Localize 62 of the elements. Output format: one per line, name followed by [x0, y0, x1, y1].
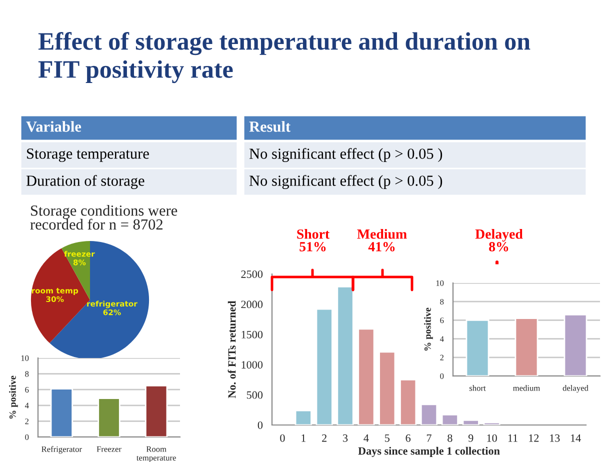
y-axis-title: No. of FITs returned	[228, 300, 236, 398]
text: Delayed 8%	[475, 229, 523, 252]
y-tick-label: 6	[440, 318, 444, 324]
x-tick-label: 12	[529, 434, 539, 442]
y-tick-label: 4	[440, 336, 444, 342]
text: No significant effect (p > 0.05 )	[249, 174, 442, 190]
x-tick-label: 6	[406, 434, 411, 442]
y-tick-label: 1000	[242, 361, 263, 369]
y-tick-label: 10	[436, 280, 444, 286]
y-tick-label: 2	[25, 418, 29, 424]
y-tick-label: 0	[258, 421, 263, 429]
x-tick-label: 14	[570, 434, 581, 442]
x-tick-label: 7	[426, 434, 432, 442]
y-tick-label: 4	[24, 402, 29, 408]
bar	[441, 414, 458, 425]
x-tick-label: short	[470, 385, 486, 391]
x-tick-label: 4	[364, 434, 369, 442]
x-tick-label: 9	[468, 434, 474, 442]
chart-title: Storage conditions were recorded for n = 8702	[30, 205, 178, 230]
x-tick-label: 13	[550, 434, 560, 442]
y-tick-label: 2500	[241, 270, 263, 278]
x-tick-label: Freezer	[96, 446, 122, 452]
text: Storage temperature	[27, 148, 149, 162]
x-tick-label: Room temperature	[136, 446, 176, 462]
y-axis-title: % positive	[424, 308, 433, 351]
bar	[336, 286, 354, 425]
y-tick-label: 8	[440, 298, 444, 305]
y-tick-label: 0	[440, 373, 444, 379]
x-tick-label: 8	[448, 434, 452, 442]
bar	[420, 404, 438, 425]
text: Effect of storage temperature and duration on FIT positivity rate	[38, 32, 530, 84]
text: Duration of storage	[26, 174, 144, 190]
x-tick-label: delayed	[562, 385, 588, 393]
bar	[316, 308, 333, 425]
bar	[294, 410, 312, 425]
x-tick-label: 10	[487, 434, 497, 442]
y-tick-label: 500	[246, 391, 263, 399]
y-axis-title: % positive	[9, 376, 18, 419]
x-tick-label: 5	[385, 434, 390, 442]
x-tick-label: 2	[322, 434, 326, 442]
bar	[462, 419, 480, 425]
text: Result	[249, 121, 291, 132]
y-tick-label: 8	[25, 371, 29, 377]
text: Variable	[26, 121, 82, 132]
bar	[358, 328, 375, 425]
bar	[483, 422, 500, 425]
x-tick-label: 11	[508, 434, 518, 442]
x-axis-title: Days since sample 1 collection	[358, 446, 500, 457]
bar	[378, 351, 396, 425]
text: Medium 41%	[357, 229, 407, 252]
y-tick-label: 10	[21, 355, 29, 361]
x-tick-label: Refrigerator	[42, 446, 82, 454]
text: No significant effect (p > 0.05 )	[249, 148, 442, 162]
y-tick-label: 2	[440, 354, 444, 360]
text: Short 51%	[297, 229, 330, 252]
x-tick-label: 3	[343, 434, 348, 442]
y-tick-label: 2000	[241, 300, 263, 308]
x-tick-label: 0	[280, 434, 285, 442]
x-tick-label: 1	[302, 434, 306, 442]
y-tick-label: 1500	[242, 330, 263, 338]
bar	[400, 379, 417, 425]
x-tick-label: medium	[513, 385, 540, 391]
